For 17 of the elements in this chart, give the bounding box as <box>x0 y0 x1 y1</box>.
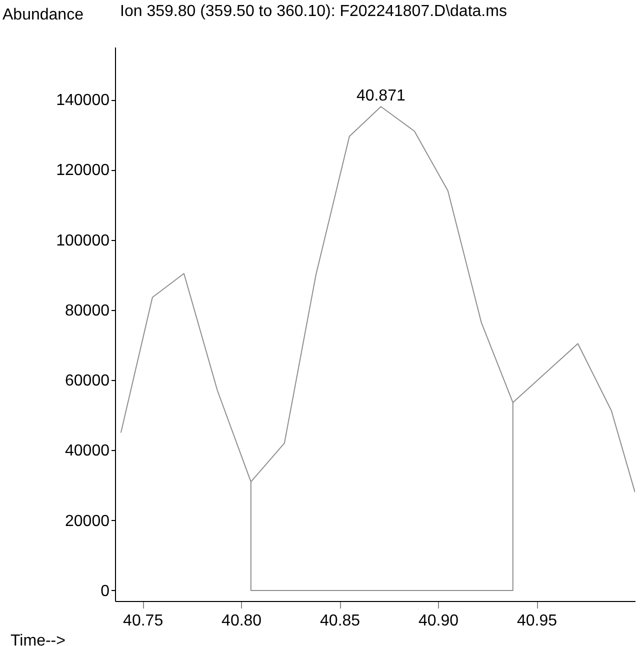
y-tick-label: 120000 <box>56 162 110 180</box>
y-axis-title: Abundance <box>2 6 84 24</box>
y-tick-label: 60000 <box>65 372 110 390</box>
y-tick-label: 20000 <box>65 512 110 530</box>
y-tick-label: 40000 <box>65 442 110 460</box>
x-tick-label: 40.95 <box>516 612 558 630</box>
x-tick-label: 40.85 <box>320 612 360 630</box>
y-tick-label: 80000 <box>65 302 110 320</box>
x-tick-label: 40.75 <box>123 612 164 630</box>
x-tick-label: 40.80 <box>222 612 262 630</box>
y-tick-label: 0 <box>100 582 110 600</box>
chart-title: Ion 359.80 (359.50 to 360.10): F202241807.D\data.ms <box>120 3 507 20</box>
x-axis-title: Time--> <box>10 632 66 646</box>
y-tick-label: 140000 <box>56 92 110 110</box>
annotation: 40.871 <box>356 88 406 105</box>
y-tick-label: 100000 <box>56 232 110 250</box>
x-tick-label: 40.90 <box>418 612 459 630</box>
